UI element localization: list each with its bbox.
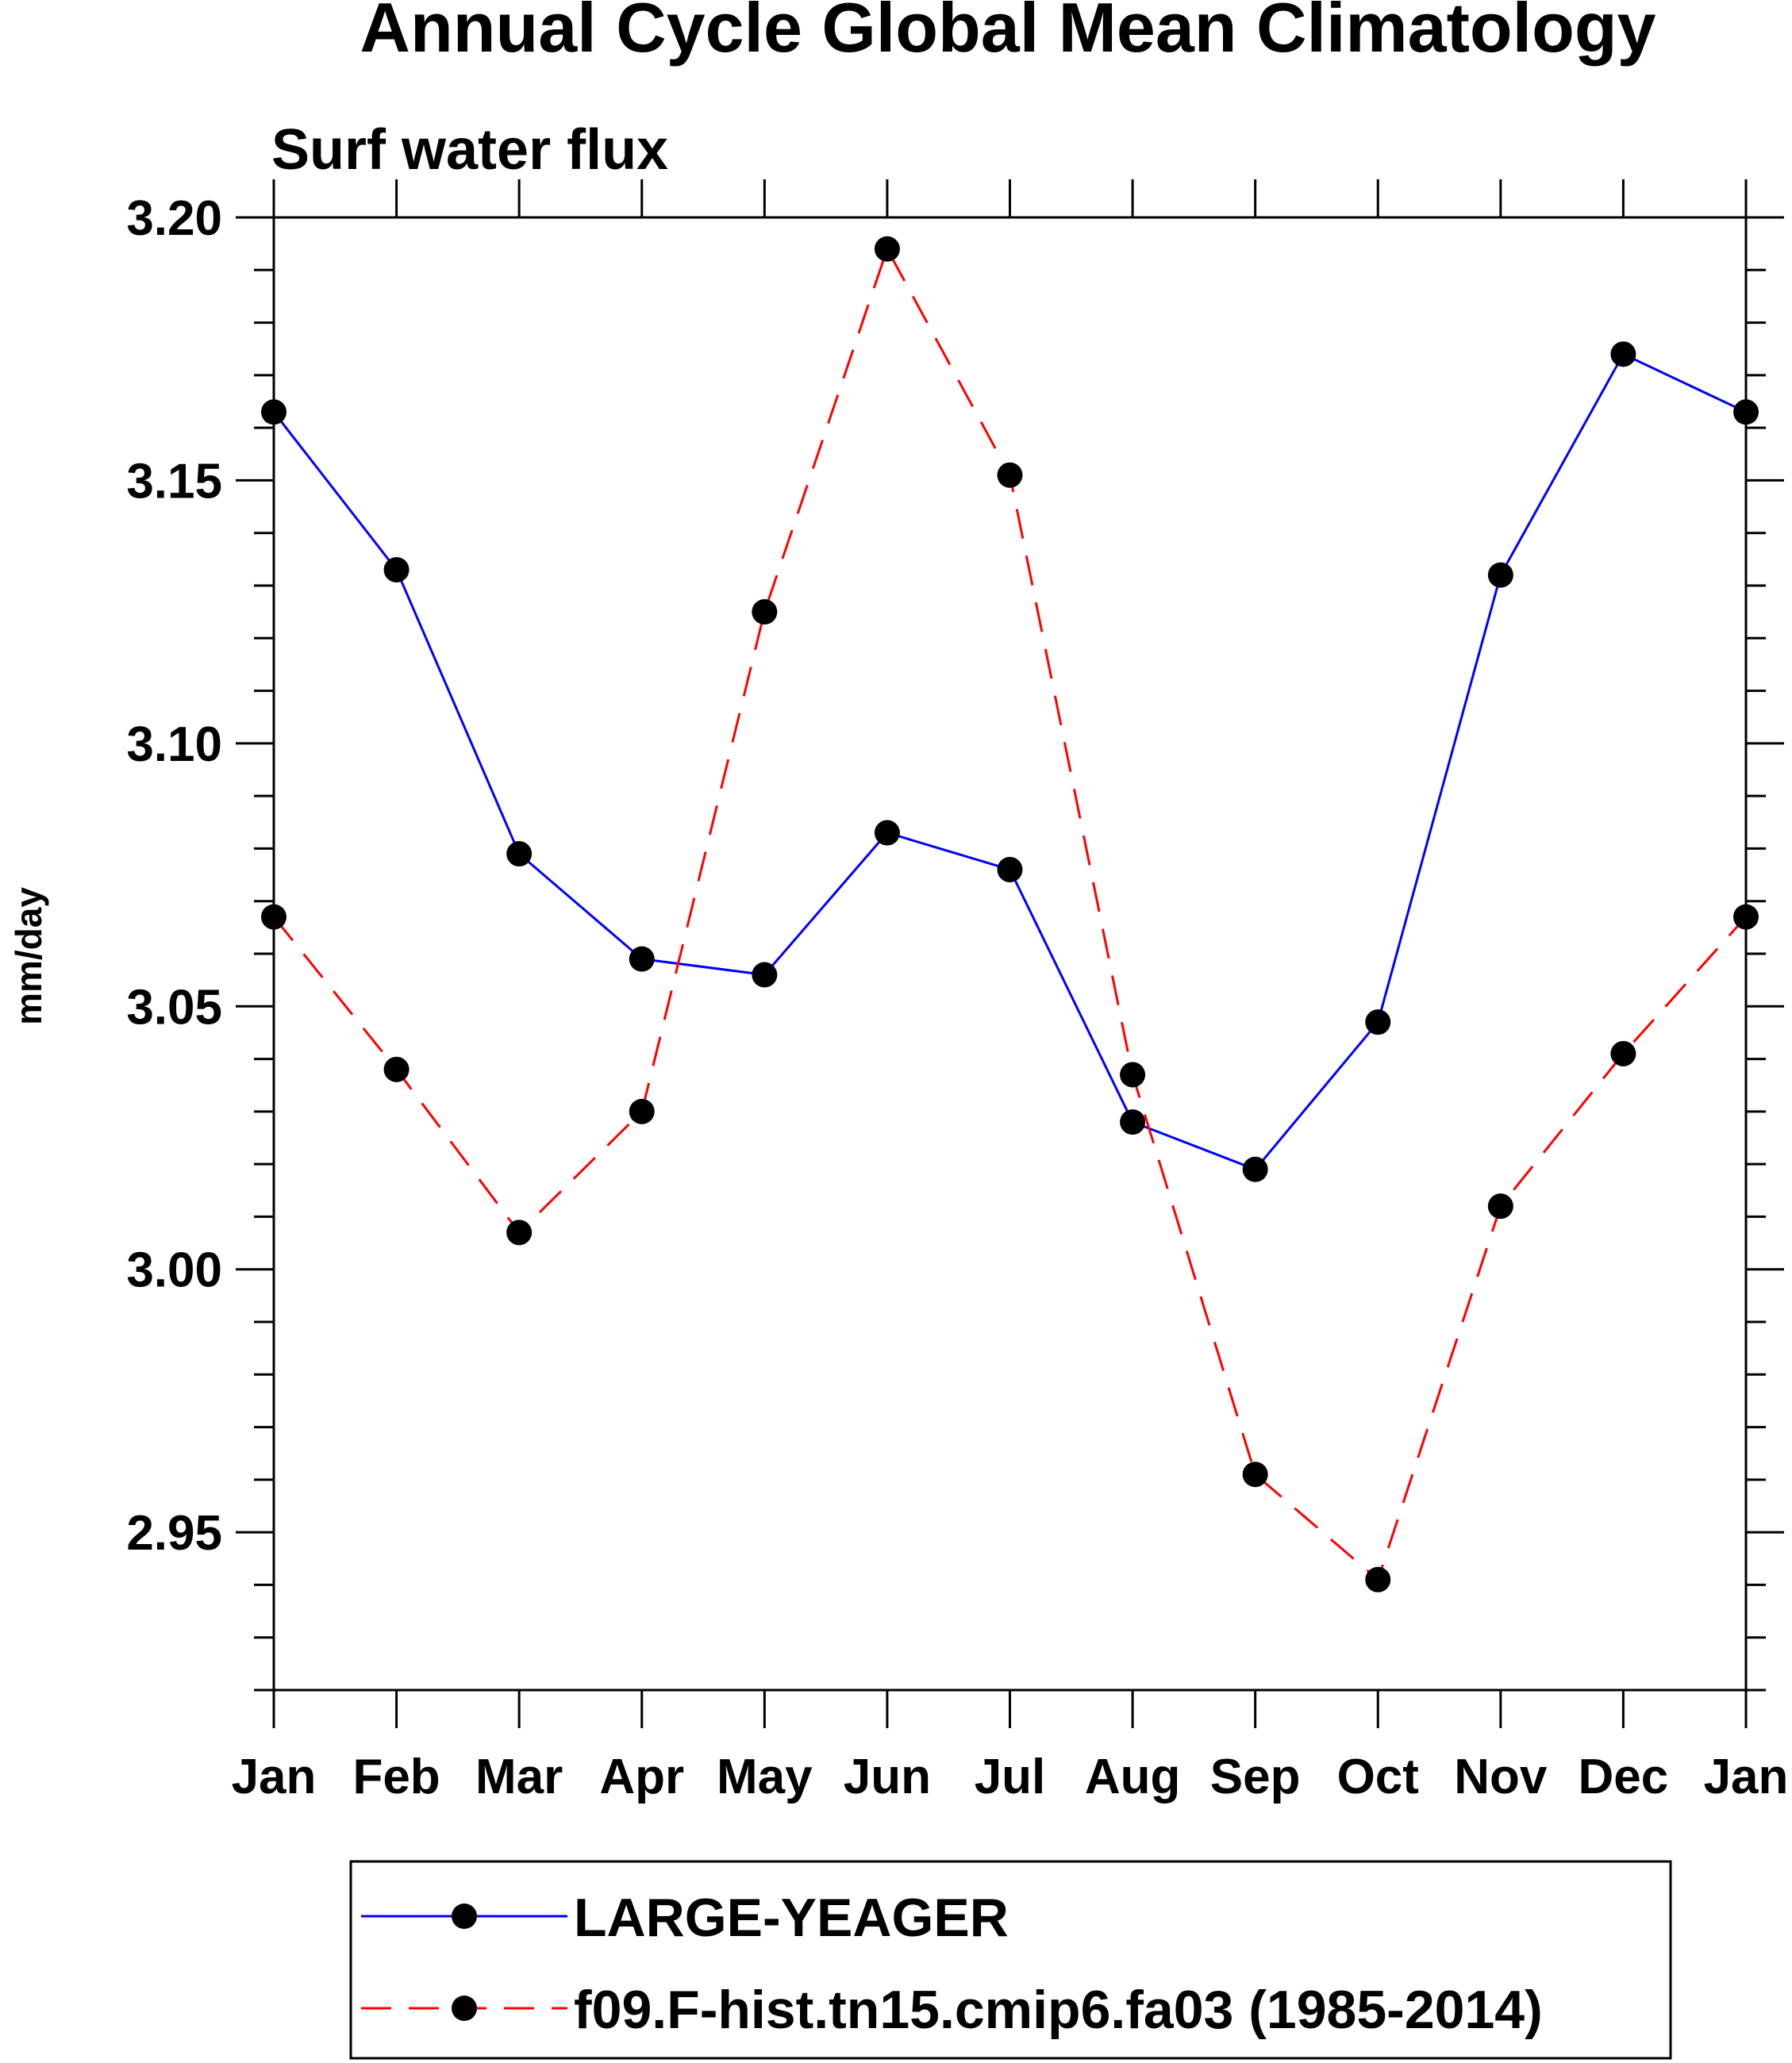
legend-label-large-yeager: LARGE-YEAGER: [574, 1888, 1009, 1948]
data-point-series-0: [1487, 562, 1513, 588]
chart-subtitle: Surf water flux: [271, 118, 668, 182]
legend-marker-f09: [452, 1996, 477, 2021]
y-tick-label: 3.00: [126, 1243, 222, 1298]
data-point-series-1: [629, 1098, 655, 1124]
legend-marker-large-yeager: [452, 1904, 477, 1929]
plot-frame: [272, 216, 1748, 1692]
chart-title: Annual Cycle Global Mean Climatology: [360, 0, 1655, 67]
data-point-series-1: [1365, 1566, 1391, 1592]
data-point-series-1: [261, 904, 286, 930]
x-tick-label: Mar: [475, 1750, 563, 1804]
data-point-series-0: [261, 399, 286, 425]
data-point-series-1: [752, 599, 778, 625]
y-tick-label: 3.10: [126, 717, 222, 772]
data-point-series-1: [383, 1056, 410, 1082]
data-point-series-1: [1242, 1462, 1268, 1488]
x-tick-label: Aug: [1085, 1750, 1181, 1804]
x-tick-label: Jun: [844, 1750, 931, 1804]
y-axis-label: mm/day: [8, 887, 49, 1025]
y-tick-label: 2.95: [126, 1506, 222, 1561]
data-point-series-0: [383, 557, 410, 583]
x-tick-label: May: [717, 1750, 813, 1804]
legend: LARGE-YEAGER f09.F-hist.tn15.cmip6.fa03 …: [349, 1860, 1672, 2060]
y-tick-label: 3.15: [126, 454, 222, 509]
data-point-series-1: [874, 236, 900, 262]
x-tick-label: Oct: [1337, 1750, 1419, 1804]
data-point-series-0: [997, 856, 1023, 882]
x-tick-label: Jul: [975, 1750, 1046, 1804]
data-point-series-1: [1487, 1193, 1513, 1220]
legend-label-f09: f09.F-hist.tn15.cmip6.fa03 (1985-2014): [574, 1980, 1543, 2040]
data-point-series-1: [1733, 904, 1759, 930]
x-tick-label: Feb: [352, 1750, 440, 1804]
x-tick-label: Apr: [599, 1750, 684, 1804]
y-tick-label: 3.20: [126, 191, 222, 246]
data-point-series-0: [1365, 1009, 1391, 1035]
data-point-series-0: [1120, 1109, 1146, 1135]
data-point-series-0: [1242, 1156, 1268, 1182]
data-point-series-1: [997, 462, 1023, 488]
x-tick-label: Dec: [1579, 1750, 1669, 1804]
data-point-series-0: [1610, 341, 1636, 367]
data-point-series-0: [752, 962, 778, 988]
data-point-series-0: [1733, 399, 1759, 425]
data-point-series-0: [629, 946, 655, 972]
series-line-1: [272, 246, 1748, 1582]
x-tick-label: Sep: [1210, 1750, 1301, 1804]
plot-area: 2.95 3.00 3.05 3.10 3.15 3.20 Jan Feb Mar Apr May J…: [126, 179, 1788, 1804]
data-point-series-0: [874, 820, 900, 846]
data-point-series-1: [506, 1220, 533, 1246]
x-tick-label: Nov: [1454, 1750, 1548, 1804]
x-tick-label: Jan: [232, 1750, 317, 1804]
legend-box: [349, 1860, 1672, 2060]
x-tick-label: Jan: [1704, 1750, 1789, 1804]
data-point-series-1: [1610, 1040, 1636, 1066]
y-tick-label: 3.05: [126, 980, 222, 1035]
data-point-series-0: [506, 841, 533, 867]
data-point-series-1: [1120, 1062, 1146, 1088]
